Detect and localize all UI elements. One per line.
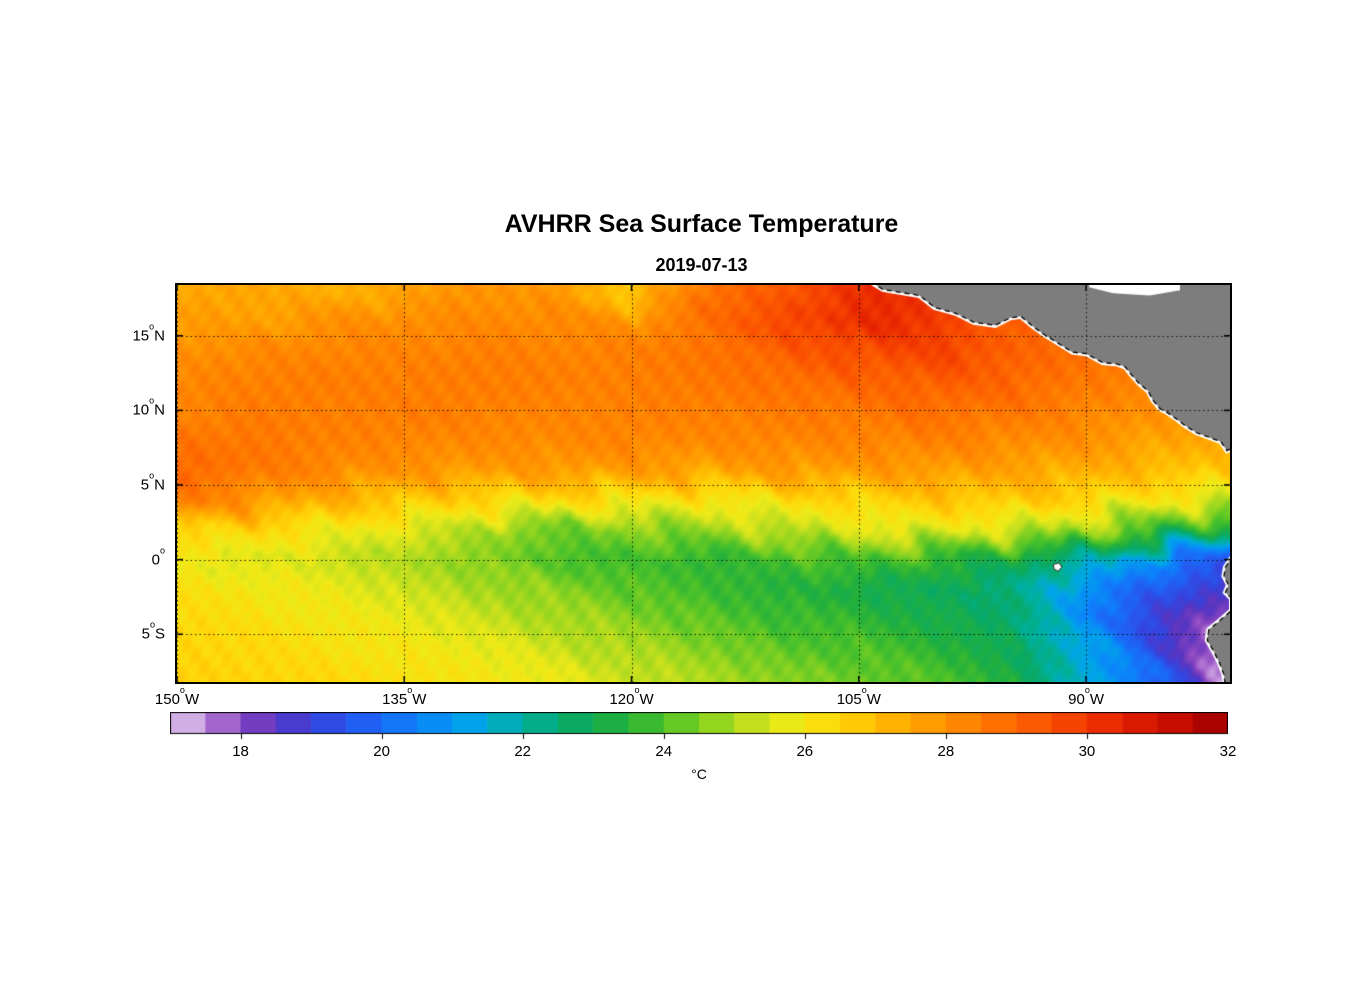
colorbar-tick-label: 28 — [937, 743, 955, 760]
sst-map-plot: 15oN 10oN 5oN 0o 5oS 150oW 135oW 120oW 105oW 90oW — [132, 283, 1232, 708]
colorbar-unit-label: °C — [691, 766, 707, 782]
colorbar-canvas — [170, 712, 1228, 742]
x-axis-tick-label: 135oW — [382, 685, 427, 709]
y-axis-tick-label: 0o — [151, 545, 165, 569]
colorbar-tick-label: 24 — [655, 743, 673, 760]
colorbar: °C 18 20 22 24 26 28 30 32 — [170, 712, 1236, 792]
colorbar-tick-label: 18 — [232, 743, 249, 760]
y-axis-tick-label: 10oN — [132, 395, 165, 419]
colorbar-tick-label: 32 — [1219, 743, 1237, 760]
y-axis-tick-label: 15oN — [132, 321, 165, 345]
colorbar-tick-label: 26 — [796, 743, 814, 760]
colorbar-tick-label: 30 — [1078, 743, 1096, 760]
x-axis-tick-label: 150oW — [154, 685, 200, 709]
y-axis-tick-label: 5oS — [141, 619, 165, 643]
sst-heatmap-canvas — [177, 285, 1230, 682]
colorbar-tick-label: 20 — [373, 743, 390, 760]
chart-subtitle: 2019-07-13 — [655, 255, 748, 275]
chart-title: AVHRR Sea Surface Temperature — [504, 210, 899, 238]
x-axis-tick-label: 105oW — [836, 685, 881, 709]
x-axis-tick-label: 120oW — [609, 685, 654, 709]
x-axis-tick-label: 90oW — [1068, 685, 1104, 709]
y-axis-tick-label: 5oN — [140, 470, 165, 494]
colorbar-tick-label: 22 — [514, 743, 531, 760]
